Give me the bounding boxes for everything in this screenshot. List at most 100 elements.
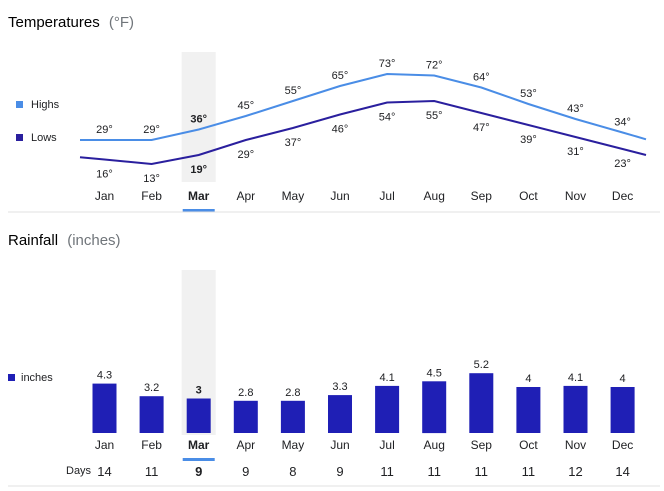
month-tab-oct[interactable]: Oct	[519, 438, 538, 452]
legend-highs[interactable]: Highs	[16, 99, 60, 111]
data-label-highs: 29°	[143, 124, 160, 136]
data-label-highs: 45°	[237, 100, 254, 112]
legend-label: inches	[21, 372, 53, 384]
rain-days-value: 11	[522, 464, 536, 479]
legend-lows[interactable]: Lows	[16, 132, 57, 144]
month-tab-jul[interactable]: Jul	[379, 189, 394, 203]
bar-value-label: 4.3	[97, 370, 112, 382]
data-label-lows: 19°	[190, 164, 207, 176]
month-tab-feb[interactable]: Feb	[141, 189, 162, 203]
days-row-label: Days	[66, 465, 92, 477]
month-tab-nov[interactable]: Nov	[565, 189, 586, 203]
legend-label: Highs	[31, 99, 60, 111]
month-tab-feb[interactable]: Feb	[141, 438, 162, 452]
data-label-lows: 46°	[332, 124, 349, 136]
bar-value-label: 4	[525, 373, 531, 385]
bar-jul	[375, 385, 400, 433]
tick-label: Jul	[379, 189, 394, 203]
bar-value-label: 5.2	[474, 359, 489, 371]
month-tab-jan[interactable]: Jan	[95, 438, 114, 452]
data-label-lows: 23°	[614, 158, 631, 170]
tick-label: Aug	[424, 189, 445, 203]
legend-label: Lows	[31, 132, 57, 144]
bar-jan	[92, 383, 117, 433]
rain-days-value: 11	[475, 464, 489, 479]
bar-dec	[610, 387, 635, 433]
month-tab-may[interactable]: May	[282, 438, 305, 452]
rain-days-value: 14	[615, 464, 629, 479]
legend-swatch	[16, 134, 23, 141]
month-tab-mar[interactable]: Mar	[182, 438, 215, 461]
bar-value-label: 2.8	[285, 387, 300, 399]
series-line-highs	[80, 72, 647, 141]
month-tab-mar[interactable]: Mar	[182, 189, 215, 212]
tick-label: Dec	[612, 438, 633, 452]
rain-days-value: 9	[336, 464, 343, 479]
bar-value-label: 4.1	[379, 372, 394, 384]
month-tab-jun[interactable]: Jun	[330, 189, 349, 203]
month-tab-sep[interactable]: Sep	[471, 189, 493, 203]
rainfall-title-text: Rainfall	[8, 232, 58, 249]
tick-label: Sep	[471, 438, 493, 452]
month-tab-dec[interactable]: Dec	[612, 189, 633, 203]
data-label-lows: 54°	[379, 112, 396, 124]
bar-sep	[469, 373, 494, 433]
tick-label: Aug	[424, 438, 445, 452]
selected-month-underline	[182, 209, 215, 212]
data-label-highs: 73°	[379, 58, 396, 70]
tick-label: May	[282, 438, 305, 452]
tick-label: Oct	[519, 438, 538, 452]
selected-month-underline	[182, 458, 215, 461]
temperature-unit: (°F)	[109, 14, 134, 31]
month-tab-jul[interactable]: Jul	[379, 438, 394, 452]
tick-label: Jun	[330, 189, 349, 203]
month-tab-aug[interactable]: Aug	[424, 438, 445, 452]
month-tab-oct[interactable]: Oct	[519, 189, 538, 203]
month-tab-jun[interactable]: Jun	[330, 438, 349, 452]
month-tab-aug[interactable]: Aug	[424, 189, 445, 203]
data-label-lows: 29°	[237, 149, 254, 161]
rain-days-value: 12	[568, 464, 582, 479]
month-tab-dec[interactable]: Dec	[612, 438, 633, 452]
selected-month-band	[181, 52, 216, 182]
rainfall-unit: (inches)	[67, 232, 120, 249]
tick-label: Dec	[612, 189, 633, 203]
month-tab-may[interactable]: May	[282, 189, 305, 203]
month-tab-apr[interactable]: Apr	[236, 438, 255, 452]
bar-value-label: 3.2	[144, 382, 159, 394]
series-line-lows	[79, 99, 647, 166]
tick-label: Feb	[141, 438, 162, 452]
tick-label: Jun	[330, 438, 349, 452]
tick-label: Jan	[95, 438, 114, 452]
month-tab-apr[interactable]: Apr	[236, 189, 255, 203]
month-tab-sep[interactable]: Sep	[471, 438, 493, 452]
temperature-title-text: Temperatures	[8, 14, 100, 31]
tick-label: Jul	[379, 438, 394, 452]
legend-inches[interactable]: inches	[8, 372, 53, 384]
tick-label: Nov	[565, 189, 586, 203]
bar-nov	[563, 385, 588, 433]
data-label-lows: 16°	[96, 169, 113, 181]
month-tab-jan[interactable]: Jan	[95, 189, 114, 203]
data-label-highs: 64°	[473, 72, 490, 84]
bar-value-label: 3.3	[332, 381, 347, 393]
data-label-highs: 34°	[614, 117, 631, 129]
bar-jun	[328, 395, 352, 433]
tick-label: Nov	[565, 438, 586, 452]
data-label-highs: 53°	[520, 88, 537, 100]
data-label-highs: 29°	[96, 124, 113, 136]
rain-days-value: 8	[289, 464, 296, 479]
data-label-lows: 37°	[285, 137, 302, 149]
month-tab-nov[interactable]: Nov	[565, 438, 586, 452]
bar-value-label: 2.8	[238, 387, 253, 399]
rain-days-value: 9	[242, 464, 249, 479]
tick-label: Oct	[519, 189, 538, 203]
tick-label: Feb	[141, 189, 162, 203]
data-label-highs: 65°	[332, 70, 349, 82]
tick-label: Mar	[188, 438, 210, 452]
data-label-lows: 47°	[473, 122, 490, 134]
data-label-lows: 55°	[426, 110, 443, 122]
rain-days-value: 11	[427, 464, 441, 479]
data-label-highs: 55°	[285, 85, 302, 97]
